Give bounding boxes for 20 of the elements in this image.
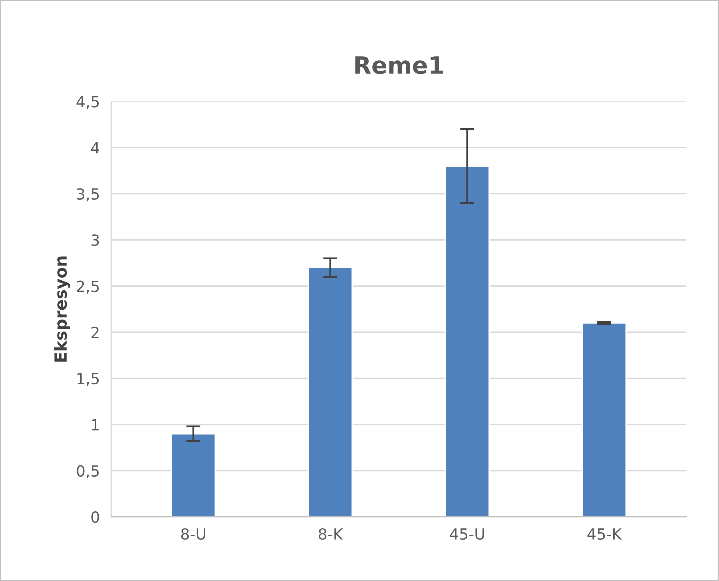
x-tick-label: 45-U [450,528,484,540]
y-tick-label: 4 [91,142,100,154]
y-tick-label: 0,5 [77,465,99,479]
y-tick-label: 0 [92,512,100,524]
chart-title: Reme1 [356,56,444,74]
y-tick-label: 4,5 [76,96,99,110]
y-tick-label: 3,5 [77,188,99,202]
bar [308,267,354,518]
x-tick-label: 45-K [588,528,622,540]
bar [582,322,628,518]
y-tick-label: 1 [92,419,99,431]
y-tick-label: 1,5 [78,373,99,386]
x-tick-label: 8-K [318,528,344,540]
bar [444,166,490,518]
y-axis-title: Ekspresyon [54,256,70,362]
y-tick-label: 3 [92,234,100,246]
y-tick-label: 2 [92,326,99,338]
x-tick-label: 8-U [181,528,206,540]
bar [171,433,216,518]
y-tick-label: 2,5 [77,280,99,294]
